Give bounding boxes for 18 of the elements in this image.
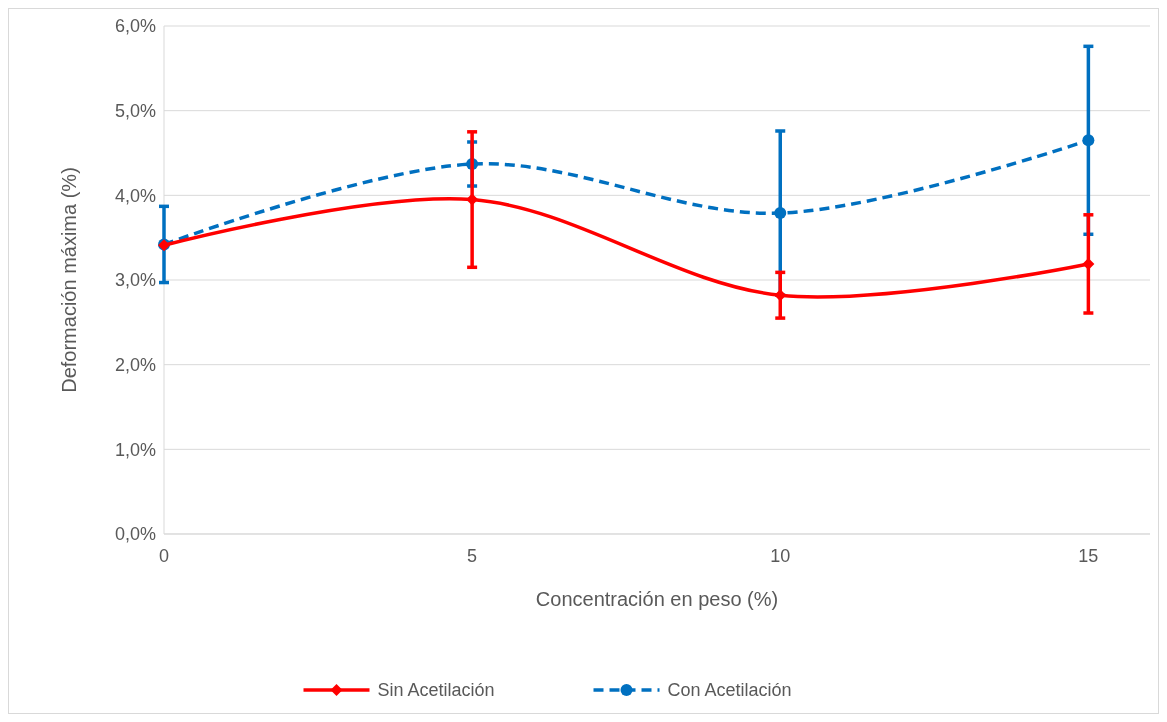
x-tick-label: 10 [770, 546, 791, 566]
y-tick-label: 4,0% [114, 185, 156, 206]
y-tick-label: 2,0% [114, 354, 156, 375]
x-tick-label: 0 [158, 546, 170, 566]
point [774, 207, 787, 220]
y-tick-label: 3,0% [114, 270, 156, 291]
legend-label: Sin Acetilación [377, 680, 495, 700]
y-axis-title: Deformación máxima (%) [58, 167, 80, 393]
x-tick-label: 5 [467, 546, 478, 566]
point [466, 193, 479, 206]
y-tick-label: 5,0% [114, 100, 156, 121]
y-tick-label: 6,0% [114, 16, 156, 37]
point [1082, 134, 1095, 147]
y-tick-label: 1,0% [114, 439, 156, 460]
y-tick-label: 0,0% [114, 524, 156, 545]
x-axis-title: Concentración en peso (%) [535, 588, 779, 610]
legend-label: Con Acetilación [667, 680, 792, 700]
x-tick-label: 15 [1078, 546, 1099, 566]
